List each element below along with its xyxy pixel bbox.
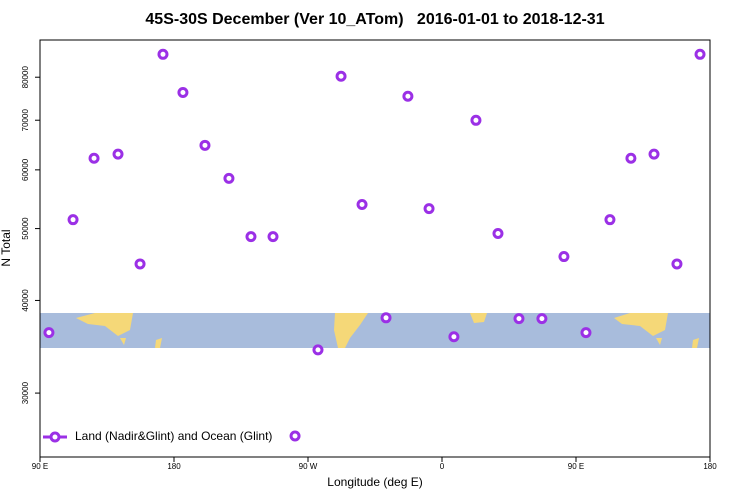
x-axis-label: Longitude (deg E) bbox=[327, 475, 422, 489]
legend-label: Land (Nadir&Glint) and Ocean (Glint) bbox=[75, 429, 272, 443]
point bbox=[671, 258, 683, 270]
point bbox=[267, 231, 279, 243]
point bbox=[112, 148, 124, 160]
x-tick-label: 0 bbox=[440, 462, 445, 471]
point bbox=[335, 70, 347, 82]
point bbox=[648, 148, 660, 160]
legend-marker bbox=[49, 431, 61, 443]
point bbox=[402, 90, 414, 102]
y-tick-label: 80000 bbox=[21, 66, 30, 89]
point bbox=[580, 327, 592, 339]
map-strip bbox=[40, 313, 710, 348]
x-tick-label: 180 bbox=[167, 462, 181, 471]
point bbox=[356, 199, 368, 211]
point bbox=[67, 214, 79, 226]
point bbox=[177, 86, 189, 98]
point bbox=[157, 48, 169, 60]
y-tick-label: 70000 bbox=[21, 109, 30, 132]
point bbox=[558, 251, 570, 263]
point bbox=[134, 258, 146, 270]
point bbox=[199, 139, 211, 151]
point bbox=[694, 48, 706, 60]
x-tick-label: 90 E bbox=[568, 462, 584, 471]
x-tick-label: 90 W bbox=[299, 462, 318, 471]
point bbox=[312, 344, 324, 356]
y-tick-label: 40000 bbox=[21, 289, 30, 312]
point bbox=[88, 152, 100, 164]
y-tick-label: 60000 bbox=[21, 158, 30, 181]
x-tick-label: 180 bbox=[703, 462, 717, 471]
point bbox=[289, 430, 301, 442]
y-tick-label: 50000 bbox=[21, 217, 30, 240]
point bbox=[625, 152, 637, 164]
point bbox=[245, 231, 257, 243]
point bbox=[380, 312, 392, 324]
chart-title: 45S-30S December (Ver 10_ATom) 2016-01-0… bbox=[145, 11, 604, 28]
point bbox=[492, 228, 504, 240]
point bbox=[448, 331, 460, 343]
point bbox=[470, 114, 482, 126]
y-axis-label: N Total bbox=[0, 229, 13, 266]
point bbox=[536, 313, 548, 325]
point bbox=[43, 327, 55, 339]
y-tick-label: 30000 bbox=[21, 381, 30, 404]
plot-frame bbox=[39, 39, 711, 458]
x-tick-label: 90 E bbox=[32, 462, 48, 471]
point bbox=[423, 203, 435, 215]
point bbox=[223, 172, 235, 184]
point bbox=[513, 313, 525, 325]
point bbox=[604, 214, 616, 226]
